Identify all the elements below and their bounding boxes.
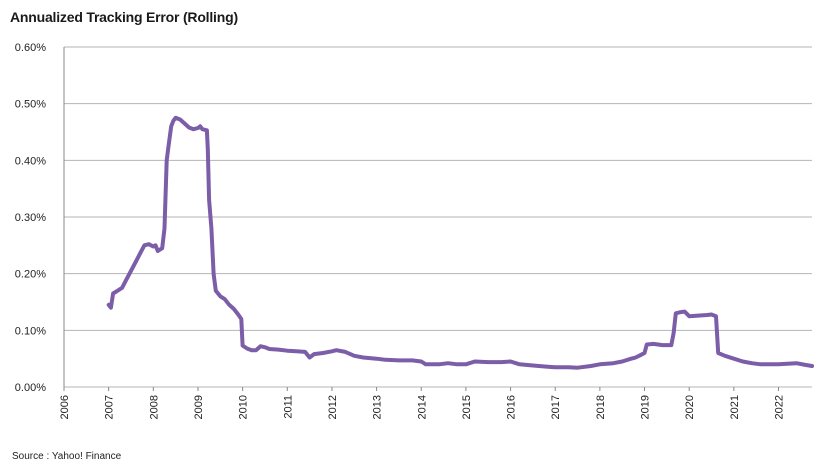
x-axis-ticks: 2006 2007 2008 2009 2010 2011 2012 2013 2014 2015… <box>59 387 786 419</box>
x-tick-label: 2013 <box>372 395 384 419</box>
x-tick-label: 2006 <box>59 395 71 419</box>
x-tick-label: 2008 <box>148 395 160 419</box>
x-tick-label: 2015 <box>461 395 473 419</box>
y-tick-label: 0.10% <box>15 325 46 337</box>
x-tick-label: 2017 <box>550 395 562 419</box>
x-tick-label: 2014 <box>416 395 428 419</box>
series-layer <box>106 115 814 370</box>
x-tick-label: 2012 <box>327 395 339 419</box>
y-axis-ticks: 0.00% 0.10% 0.20% 0.30% 0.40% 0.50% 0.60% <box>15 42 46 394</box>
x-tick-label: 2019 <box>640 395 652 419</box>
x-tick-label: 2010 <box>238 395 250 419</box>
gridlines <box>63 46 812 388</box>
series-line <box>106 115 814 370</box>
source-note: Source : Yahoo! Finance <box>12 451 122 462</box>
x-tick-label: 2016 <box>506 395 518 419</box>
chart-title: Annualized Tracking Error (Rolling) <box>10 9 238 25</box>
x-tick-label: 2011 <box>282 395 294 419</box>
y-tick-label: 0.60% <box>15 42 46 54</box>
x-tick-label: 2021 <box>729 395 741 419</box>
x-tick-label: 2018 <box>595 395 607 419</box>
y-tick-label: 0.50% <box>15 99 46 111</box>
y-tick-label: 0.00% <box>15 382 46 394</box>
y-tick-label: 0.40% <box>15 155 46 167</box>
x-tick-label: 2022 <box>774 395 786 419</box>
x-tick-label: 2009 <box>193 395 205 419</box>
y-tick-label: 0.30% <box>15 212 46 224</box>
x-tick-label: 2020 <box>684 395 696 419</box>
y-tick-label: 0.20% <box>15 269 46 281</box>
x-tick-label: 2007 <box>104 395 116 419</box>
